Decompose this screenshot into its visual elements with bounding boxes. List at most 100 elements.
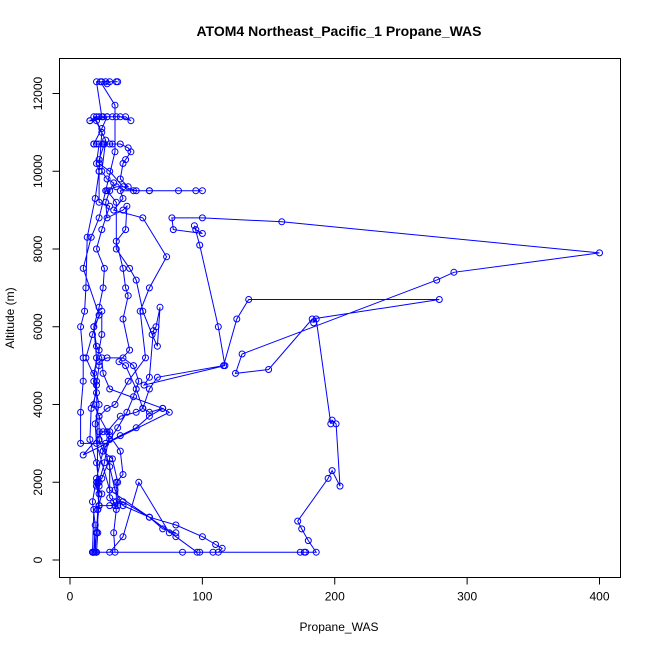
- data-point-269: [93, 548, 100, 556]
- data-point-10: [87, 233, 95, 241]
- data-point-189: [123, 202, 131, 210]
- data-point-108: [124, 183, 132, 191]
- x-tick-label: 0: [67, 590, 74, 604]
- data-point-75: [119, 533, 127, 541]
- data-point-145: [145, 385, 153, 393]
- data-point-175: [127, 117, 135, 125]
- data-point-276: [294, 517, 302, 525]
- data-point-133: [596, 249, 603, 257]
- data-point-84: [95, 401, 103, 408]
- data-point-32: [106, 167, 114, 175]
- data-point-262: [114, 424, 122, 432]
- data-point-16: [102, 78, 110, 86]
- data-point-76: [135, 478, 143, 486]
- data-point-248: [119, 471, 127, 478]
- data-point-79: [159, 525, 167, 533]
- data-point-197: [115, 358, 123, 366]
- y-tick-label: 2000: [31, 469, 45, 496]
- data-point-193: [122, 284, 130, 292]
- data-point-99: [90, 140, 98, 148]
- data-point-91: [93, 245, 100, 253]
- data-point-222: [93, 529, 100, 537]
- x-axis-label: Propane_WAS: [300, 620, 379, 634]
- data-point-113: [126, 264, 134, 272]
- data-point-275: [298, 525, 306, 533]
- data-point-97: [95, 140, 103, 148]
- x-tick-label: 100: [192, 590, 212, 604]
- plot-frame: [59, 58, 621, 578]
- data-point-188: [119, 206, 127, 214]
- data-point-13: [111, 148, 119, 156]
- data-point-187: [103, 214, 111, 222]
- y-tick-label: 12000: [31, 76, 45, 110]
- data-point-117: [153, 342, 161, 350]
- data-point-90: [100, 264, 108, 272]
- data-point-71: [112, 506, 120, 513]
- data-point-202: [159, 404, 167, 412]
- data-point-274: [304, 537, 312, 545]
- data-point-242: [193, 548, 201, 556]
- data-point-42: [119, 195, 127, 202]
- data-point-134: [450, 268, 458, 276]
- data-point-49: [124, 377, 132, 385]
- data-point-174: [122, 113, 130, 121]
- data-point-141: [245, 296, 253, 303]
- data-point-214: [86, 436, 94, 443]
- data-point-131: [198, 214, 206, 222]
- data-point-186: [102, 198, 110, 206]
- data-point-139: [308, 315, 316, 323]
- x-tick-label: 200: [325, 590, 345, 604]
- data-point-55: [108, 455, 116, 463]
- data-point-238: [214, 548, 222, 556]
- data-point-68: [106, 455, 114, 463]
- data-point-138: [265, 366, 273, 373]
- data-point-127: [192, 226, 200, 234]
- data-point-182: [98, 167, 106, 175]
- data-point-253: [93, 381, 100, 389]
- data-point-121: [145, 373, 153, 381]
- data-point-70: [110, 498, 118, 506]
- data-point-136: [238, 350, 246, 358]
- data-point-41: [116, 187, 124, 195]
- data-point-151: [79, 451, 87, 459]
- data-point-245: [119, 498, 127, 506]
- data-point-273: [312, 548, 320, 556]
- data-point-176: [116, 113, 124, 121]
- data-point-234: [172, 521, 180, 529]
- data-point-73: [111, 548, 119, 556]
- data-point-69: [106, 494, 114, 502]
- data-point-279: [336, 482, 344, 490]
- data-point-106: [119, 160, 127, 167]
- series-line: [80, 81, 600, 553]
- data-point-162: [77, 323, 85, 331]
- data-point-277: [324, 474, 332, 482]
- data-point-259: [135, 377, 143, 385]
- data-point-181: [102, 136, 110, 144]
- data-point-132: [278, 218, 286, 226]
- data-point-266: [89, 498, 96, 506]
- data-point-124: [214, 323, 222, 331]
- data-point-280: [332, 420, 340, 428]
- data-point-57: [114, 502, 122, 510]
- data-point-177: [108, 113, 116, 121]
- data-point-152: [165, 408, 173, 416]
- data-point-171: [93, 113, 100, 121]
- data-point-159: [77, 408, 85, 416]
- y-tick-label: 6000: [31, 313, 45, 340]
- data-point-102: [116, 140, 124, 148]
- data-point-199: [132, 385, 140, 393]
- data-point-82: [93, 439, 100, 447]
- data-point-208: [98, 307, 106, 315]
- data-point-270: [296, 548, 304, 556]
- data-point-170: [86, 117, 94, 125]
- data-point-143: [220, 362, 228, 370]
- data-point-209: [98, 331, 106, 338]
- data-point-72: [110, 529, 118, 537]
- y-tick-label: 4000: [31, 391, 45, 418]
- data-point-47: [136, 307, 144, 315]
- data-point-215: [93, 459, 100, 467]
- data-point-147: [132, 408, 140, 416]
- data-point-48: [142, 354, 149, 362]
- data-point-243: [172, 533, 180, 541]
- data-point-164: [82, 284, 90, 292]
